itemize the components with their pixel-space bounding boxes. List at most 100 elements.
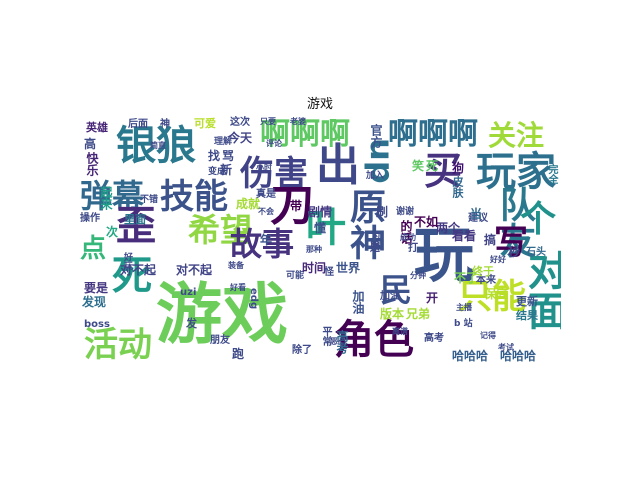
cloud-word: 发 (186, 317, 197, 330)
cloud-word: 石头 (526, 247, 546, 258)
figure-title: 游戏 (306, 97, 333, 112)
cloud-word: 对面 (521, 250, 561, 330)
cloud-word: 分钟 (410, 271, 426, 280)
cloud-word: 开 (426, 291, 439, 305)
cloud-word: 建议 (468, 213, 488, 224)
cloud-word: 装备 (228, 261, 244, 270)
cloud-word: 考试 (498, 343, 514, 352)
cloud-word: 点 (80, 234, 107, 264)
cloud-word: 不错 (140, 195, 159, 205)
cloud-word: 世界 (336, 261, 361, 275)
cloud-word: 带 (290, 199, 303, 213)
cloud-word: 民 (380, 271, 413, 309)
cloud-word: 高 (84, 137, 97, 151)
cloud-word: 保底 (484, 287, 509, 301)
cloud-word: uzi (180, 287, 197, 298)
cloud-word: 这次 (230, 117, 250, 128)
cloud-word: 加入 (366, 171, 385, 181)
cloud-word: 成功 (400, 233, 416, 242)
cloud-word: 剧情 (308, 205, 333, 219)
cloud-word: 里面 (124, 213, 146, 226)
cloud-word: 秒 (508, 245, 521, 259)
cloud-word: 玩 (414, 221, 474, 291)
cloud-word: 伤害 (240, 154, 308, 194)
cloud-word: 原神 (344, 188, 385, 260)
cloud-word: 玩家 (476, 149, 556, 195)
cloud-word: 发现 (82, 295, 107, 309)
cloud-word: 成就 (236, 197, 261, 211)
cloud-word: 懂 (314, 221, 327, 235)
cloud-word: 老婆 (290, 117, 306, 126)
cloud-word: 主播 (456, 303, 472, 312)
cloud-word: 弹幕 (80, 177, 145, 215)
cloud-word: 除了 (292, 345, 312, 356)
cloud-word: 角色 (334, 317, 414, 363)
cloud-word: 真是 (256, 189, 276, 200)
cloud-word: 不了 (454, 271, 479, 285)
cloud-word: 理解 (214, 137, 233, 147)
cloud-word: 版本 (380, 307, 405, 321)
cloud-word: 打 (408, 243, 418, 254)
cloud-word: 不会 (258, 207, 274, 216)
cloud-word: 可能 (286, 271, 305, 281)
cloud-word: 不如 (414, 215, 439, 229)
cloud-word: 歪 (116, 203, 156, 249)
cloud-word: 离谱 (392, 327, 408, 336)
cloud-word: 叶 (306, 205, 346, 251)
cloud-word: 朋友 (210, 335, 230, 346)
cloud-word: 好玩 (122, 252, 132, 270)
cloud-word: 搞 (484, 233, 497, 247)
cloud-word: 起来 (99, 186, 113, 210)
cloud-word: 皮肤 (451, 176, 464, 198)
cloud-word: 好看 (230, 283, 246, 292)
cloud-word: 可爱 (194, 117, 216, 130)
cloud-word: 队友 (494, 186, 535, 258)
cloud-word: 银狼 (116, 123, 196, 169)
cloud-word: 简直 (150, 141, 166, 150)
cloud-word: 变成 (208, 167, 227, 177)
cloud-word: 死 (426, 159, 439, 173)
cloud-word: 只能 (458, 277, 526, 317)
cloud-word: 笑 (412, 159, 425, 173)
cloud-word: 故事 (230, 225, 295, 263)
cloud-word: 新 (220, 163, 233, 177)
word-cloud: 游戏 玩 出 up 银狼 玩家 伤害 买 啊啊啊 啊啊啊 关注 弹幕 技能 希望… (80, 116, 561, 363)
cloud-word: 小时 (256, 163, 272, 172)
cloud-word: 两个 (436, 221, 461, 235)
cloud-word: 终于 (472, 265, 494, 278)
cloud-word: 啊啊啊 (260, 117, 350, 152)
cloud-word: 游戏 (156, 276, 288, 353)
cloud-word: 狗 (452, 161, 465, 175)
cloud-word: 技能 (160, 177, 228, 217)
cloud-word: 只要 (260, 117, 276, 126)
cloud-word: 怪 (324, 267, 334, 278)
cloud-word: 年 (260, 233, 273, 247)
cloud-word: 看看 (452, 229, 477, 243)
cloud-word: 评论 (266, 139, 282, 148)
cloud-word: 希望 (188, 211, 253, 249)
cloud-word: 记得 (480, 331, 496, 340)
cloud-word: 结果 (516, 309, 538, 322)
cloud-word: 本来 (476, 275, 496, 286)
cloud-word: 快乐 (85, 152, 99, 176)
cloud-word: 死 (112, 253, 152, 299)
cloud-word: 啊啊啊 (388, 117, 478, 152)
cloud-word: 更新 (516, 295, 538, 308)
cloud-word: 高考 (424, 333, 444, 344)
cloud-word: 哈哈哈 (452, 349, 489, 363)
cloud-word: 操作 (80, 213, 100, 224)
cloud-word: 送 (370, 243, 380, 254)
cloud-word: 个 (520, 199, 557, 240)
cloud-word: 骂 (222, 149, 235, 163)
cloud-word: 哈哈哈 (500, 349, 537, 363)
cloud-word: 当 (470, 207, 483, 221)
cloud-word: 时间 (302, 261, 327, 275)
cloud-word: 次 (106, 225, 119, 239)
cloud-word: 英雄 (86, 121, 108, 134)
cloud-word: 跑 (232, 347, 245, 361)
cloud-word: 对不起 (176, 263, 213, 277)
cloud-word: 加油 (380, 291, 400, 302)
cloud-word: 的话 (399, 220, 413, 244)
cloud-word: 完全 (546, 164, 557, 184)
cloud-word: 恶心 (330, 337, 346, 346)
